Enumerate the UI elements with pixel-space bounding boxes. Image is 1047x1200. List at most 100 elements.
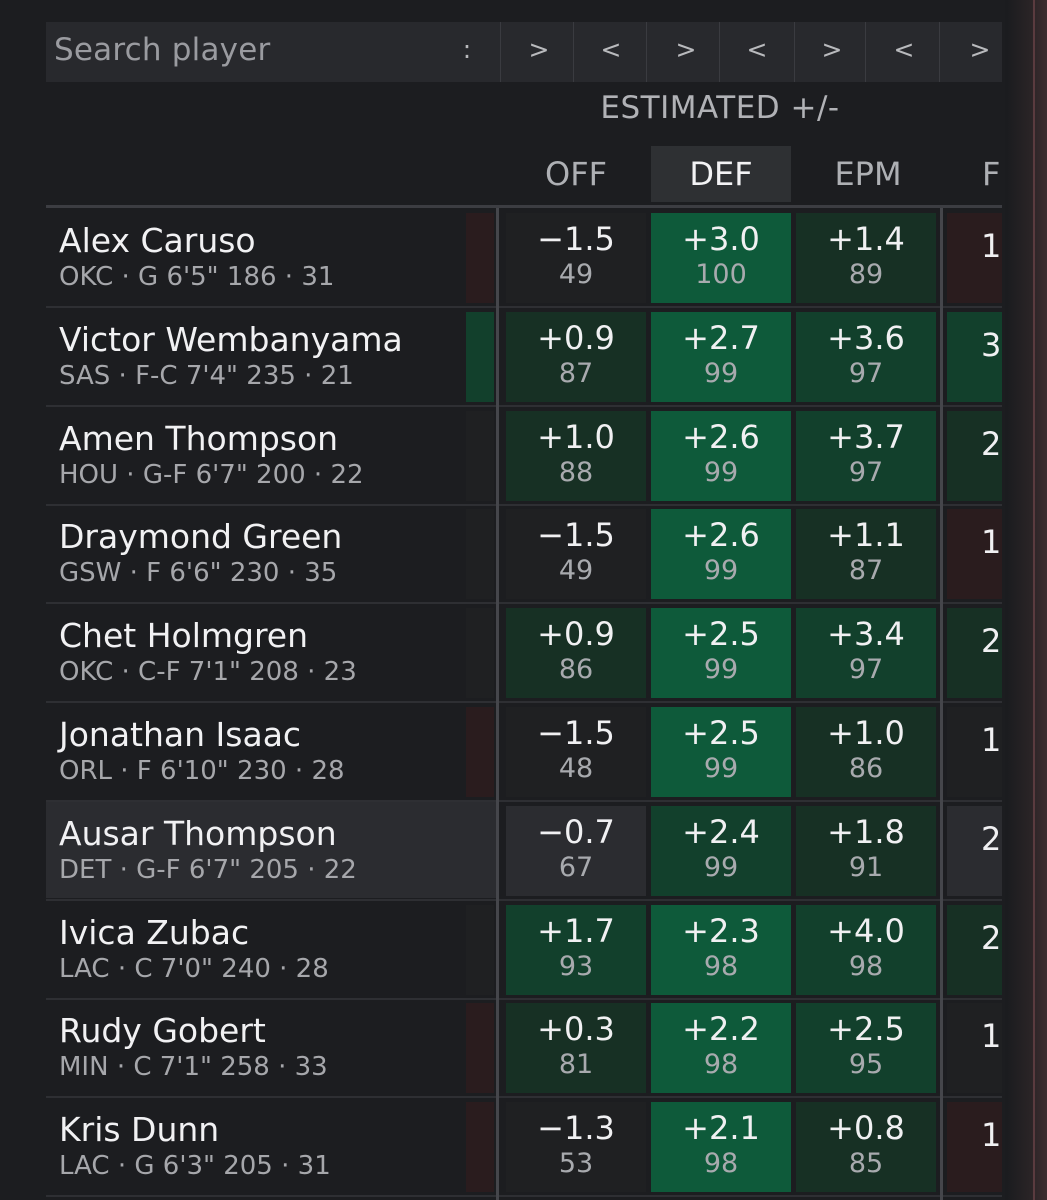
group-title: ESTIMATED +/- — [600, 90, 840, 126]
off-value: +1.0 — [537, 417, 615, 456]
column-divider — [939, 22, 940, 82]
table-row[interactable]: Alex Caruso OKC · G 6'5" 186 · 31 −1.5 49 +3… — [46, 209, 1002, 308]
drag-handle-icon[interactable]: : — [462, 35, 472, 64]
player-meta: ORL · F 6'10" 230 · 28 — [59, 756, 345, 786]
row-divider — [46, 898, 1002, 901]
chevron-right-icon[interactable]: > — [821, 35, 843, 64]
off-value: −0.7 — [537, 812, 615, 851]
player-name[interactable]: Kris Dunn — [59, 1110, 220, 1150]
player-meta: HOU · G-F 6'7" 200 · 22 — [59, 459, 364, 490]
row-divider — [46, 602, 1002, 605]
off-value: +0.9 — [537, 615, 615, 654]
chevron-right-icon[interactable]: > — [528, 35, 550, 64]
epm-percentile: 97 — [848, 357, 884, 389]
row-highlight — [46, 801, 498, 898]
player-name[interactable]: Ivica Zubac — [59, 912, 250, 952]
next-cell: 2 — [947, 805, 1002, 896]
def-value: +2.5 — [682, 615, 760, 654]
def-cell: +2.2 98 — [651, 1003, 791, 1094]
row-divider — [46, 800, 1002, 802]
def-percentile: 99 — [703, 851, 739, 883]
table-row[interactable]: Ivica Zubac LAC · C 7'0" 240 · 28 +1.7 93 +2… — [46, 901, 1002, 1000]
def-cell: +2.4 99 — [651, 805, 791, 896]
rating-swatch — [466, 410, 494, 501]
off-percentile: 93 — [558, 950, 594, 982]
epm-percentile: 97 — [848, 456, 884, 488]
off-value: −1.5 — [537, 516, 615, 555]
player-name[interactable]: Victor Wembanyama — [59, 319, 403, 359]
epm-cell: +3.7 97 — [796, 410, 936, 501]
stats-panel: Search player : > < > < > < > ESTIMATED … — [46, 22, 1002, 1200]
table-row[interactable]: Chet Holmgren OKC · C-F 7'1" 208 · 23 +0.9… — [46, 604, 1002, 704]
epm-percentile: 95 — [848, 1049, 884, 1081]
def-cell: +2.6 99 — [651, 410, 791, 501]
next-cell: 2 — [947, 904, 1002, 995]
column-header-def[interactable]: DEF — [651, 146, 791, 202]
player-meta: DET · G-F 6'7" 205 · 22 — [59, 854, 357, 885]
row-divider — [46, 701, 1002, 704]
player-name[interactable]: Chet Holmgren — [59, 616, 309, 656]
player-name[interactable]: Alex Caruso — [59, 221, 256, 260]
off-percentile: 53 — [558, 1148, 594, 1180]
table-row[interactable]: Kris Dunn LAC · G 6'3" 205 · 31 −1.3 53 +2.1… — [46, 1098, 1002, 1198]
epm-cell: +1.0 86 — [796, 707, 936, 797]
off-percentile: 49 — [558, 259, 594, 290]
chevron-left-icon[interactable]: < — [746, 35, 768, 64]
off-percentile: 81 — [558, 1049, 594, 1081]
next-cell: 1 — [947, 1003, 1002, 1094]
def-cell: +3.0 100 — [651, 213, 791, 303]
column-header-off[interactable]: OFF — [545, 155, 607, 193]
player-name[interactable]: Jonathan Isaac — [59, 715, 302, 754]
player-meta: OKC · C-F 7'1" 208 · 23 — [59, 657, 357, 688]
column-header-epm[interactable]: EPM — [834, 155, 902, 193]
player-name[interactable]: Rudy Gobert — [59, 1011, 266, 1051]
off-value: −1.5 — [537, 714, 615, 752]
player-name[interactable]: Ausar Thompson — [59, 813, 337, 853]
player-name[interactable]: Amen Thompson — [59, 418, 339, 458]
epm-value: +1.0 — [827, 714, 905, 752]
chevron-left-icon[interactable]: < — [893, 35, 915, 64]
column-header-next[interactable]: F — [982, 155, 1000, 193]
epm-value: +1.4 — [827, 220, 905, 258]
next-value: 3 — [981, 325, 1002, 364]
toolbar: Search player : > < > < > < > — [46, 22, 1002, 82]
chevron-right-icon[interactable]: > — [675, 35, 697, 64]
chevron-right-icon[interactable]: > — [969, 35, 991, 64]
off-cell: +0.9 87 — [506, 311, 646, 402]
def-cell: +2.7 99 — [651, 311, 791, 402]
off-percentile: 87 — [558, 357, 594, 389]
off-percentile: 67 — [558, 851, 594, 883]
search-input[interactable]: Search player — [54, 32, 271, 68]
off-value: +1.7 — [537, 911, 615, 950]
def-percentile: 98 — [703, 1049, 739, 1081]
column-divider — [646, 22, 647, 82]
table-row[interactable]: Ausar Thompson DET · G-F 6'7" 205 · 22 −0.… — [46, 801, 1002, 901]
def-value: +2.4 — [682, 812, 760, 851]
column-divider — [496, 208, 499, 1200]
off-cell: −1.3 53 — [506, 1102, 646, 1193]
epm-value: +3.6 — [827, 318, 905, 357]
def-value: +2.5 — [682, 714, 760, 752]
epm-percentile: 85 — [848, 1148, 884, 1180]
epm-value: +0.8 — [827, 1109, 905, 1148]
table-row[interactable]: Jonathan Isaac ORL · F 6'10" 230 · 28 −1.5… — [46, 703, 1002, 802]
next-value: 1 — [981, 227, 1002, 265]
table-row[interactable]: Victor Wembanyama SAS · F-C 7'4" 235 · 21… — [46, 308, 1002, 407]
epm-percentile: 98 — [848, 950, 884, 982]
def-cell: +2.5 99 — [651, 608, 791, 699]
table-row[interactable]: Rudy Gobert MIN · C 7'1" 258 · 33 +0.3 81 +2… — [46, 999, 1002, 1099]
epm-cell: +0.8 85 — [796, 1102, 936, 1193]
epm-cell: +1.8 91 — [796, 805, 936, 896]
table-row[interactable]: Amen Thompson HOU · G-F 6'7" 200 · 22 +1.0… — [46, 407, 1002, 506]
chevron-left-icon[interactable]: < — [600, 35, 622, 64]
epm-value: +3.4 — [827, 615, 905, 654]
off-cell: +0.9 86 — [506, 608, 646, 699]
table-row[interactable]: Draymond Green GSW · F 6'6" 230 · 35 −1.5 4… — [46, 505, 1002, 605]
rating-swatch — [466, 509, 494, 600]
epm-cell: +1.1 87 — [796, 509, 936, 600]
player-name[interactable]: Draymond Green — [59, 517, 343, 557]
def-cell: +2.5 99 — [651, 707, 791, 797]
next-value: 1 — [981, 1017, 1002, 1056]
next-value: 1 — [981, 1116, 1002, 1155]
off-cell: −0.7 67 — [506, 805, 646, 896]
